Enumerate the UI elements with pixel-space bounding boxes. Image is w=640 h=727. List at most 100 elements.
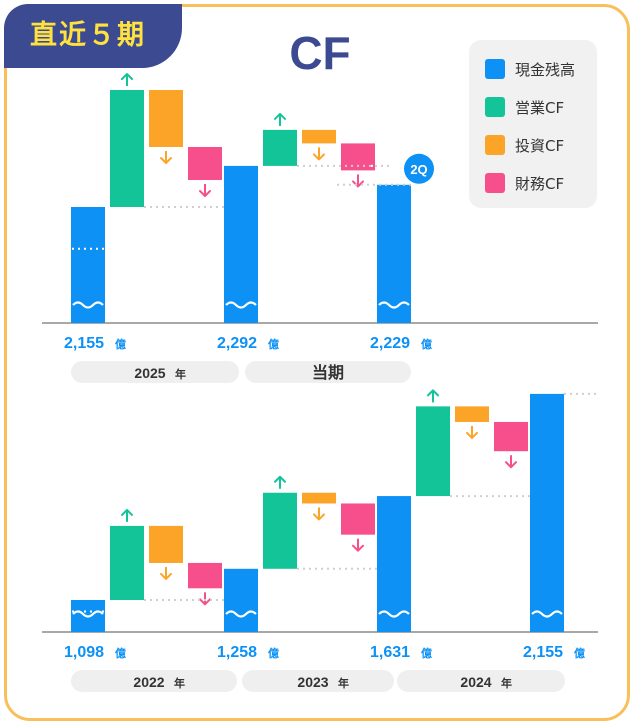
chart2-financing-arrow-1-head	[199, 598, 211, 606]
legend-item-investing: 投資CF	[485, 132, 564, 158]
chart1-investing-arrow-1-head	[160, 157, 172, 164]
chart1-balance-unit-2: 億	[268, 337, 279, 351]
chart1-investing-bar-2	[302, 129, 336, 144]
chart2-operating-arrow-1-head	[121, 508, 133, 516]
chart2-financing-arrow-1	[199, 592, 211, 606]
legend-item-financing: 財務CF	[485, 170, 564, 196]
legend-label-financing: 財務CF	[515, 174, 565, 193]
legend-item-operating: 営業CF	[485, 94, 564, 120]
chart1-period-pill-1	[71, 361, 239, 383]
chart2-investing-arrow-1-head	[160, 572, 172, 580]
legend-swatch-cash	[485, 59, 505, 79]
legend-swatch-investing	[485, 135, 505, 155]
chart1-operating-bar-1	[110, 90, 144, 207]
chart1-period-suffix-1: 年	[175, 367, 186, 381]
chart1-investing-bar-1	[149, 90, 183, 147]
chart1-balance-unit-3: 億	[421, 337, 432, 351]
chart1-operating-arrow-2	[274, 112, 286, 126]
chart1-operating-arrow-1	[121, 73, 133, 86]
legend-item-cash: 現金残高	[485, 56, 575, 82]
chart2-balance-unit-4: 億	[574, 646, 585, 660]
chart2-period-suffix-1: 年	[174, 676, 185, 690]
legend: 現金残高 営業CF 投資CF 財務CF	[469, 40, 597, 208]
chart2-period-pill-3	[397, 670, 565, 692]
chart2-investing-arrow-2-head	[313, 513, 325, 521]
chart1-financing-arrow-2	[352, 174, 364, 188]
chart2-balance-unit-2: 億	[268, 646, 279, 660]
chart1-period-label-2: 当期	[312, 363, 344, 382]
chart1-financing-arrow-2-head	[352, 180, 364, 188]
chart1-operating-arrow-1-head	[121, 73, 133, 80]
legend-swatch-financing	[485, 173, 505, 193]
chart1-cash-break-1	[72, 301, 104, 309]
chart1-cash-bar-2	[224, 165, 258, 323]
chart1-cash-break-2	[225, 301, 257, 309]
chart2-investing-arrow-3-head	[466, 431, 478, 439]
chart2-cash-bar-2	[224, 568, 258, 632]
chart2-cash-break-4	[531, 610, 563, 618]
chart2-cash-bar-4	[530, 393, 564, 632]
chart2-operating-bar-3	[416, 406, 450, 497]
chart1-balance-label-1: 2,155	[64, 335, 104, 352]
chart1-operating-bar-2	[263, 129, 297, 166]
chart1-financing-arrow-1	[199, 184, 211, 197]
chart2-operating-arrow-1	[121, 508, 133, 522]
chart2-period-suffix-2: 年	[338, 676, 349, 690]
chart2-cash-break-3	[378, 610, 410, 618]
chart2-cash-bar-3	[377, 496, 411, 632]
chart2-balance-label-4: 2,155	[523, 644, 563, 661]
chart2-financing-arrow-3	[505, 455, 517, 469]
chart2-balance-unit-3: 億	[421, 646, 432, 660]
chart1-cash-bar-3	[377, 184, 411, 323]
chart2-financing-bar-2	[341, 503, 375, 535]
chart2-balance-label-2: 1,258	[217, 644, 257, 661]
chart2-financing-arrow-3-head	[505, 461, 517, 469]
chart1-financing-arrow-1-head	[199, 190, 211, 197]
legend-label-investing: 投資CF	[515, 136, 565, 155]
chart-title: CF	[289, 27, 351, 79]
chart2-investing-arrow-1	[160, 566, 172, 580]
chart1-period-pill-2	[245, 361, 411, 383]
chart2-period-suffix-3: 年	[501, 676, 512, 690]
chart2-balance-unit-1: 億	[115, 646, 126, 660]
chart2-operating-arrow-2	[274, 475, 286, 489]
chart1-cash-break-3	[378, 301, 410, 309]
chart2-operating-arrow-3	[427, 389, 439, 403]
chart1-cash-bar-1	[71, 207, 105, 323]
chart2-period-label-2: 2023	[297, 674, 328, 690]
chart2-period-pill-2	[242, 670, 394, 692]
chart1-current-badge-label: 2Q	[410, 162, 427, 177]
chart2-operating-arrow-3-head	[427, 389, 439, 397]
legend-label-cash: 現金残高	[515, 60, 576, 79]
chart2-investing-arrow-2	[313, 507, 325, 521]
chart2-operating-bar-2	[263, 492, 297, 569]
legend-label-operating: 営業CF	[515, 98, 565, 117]
chart1-current-badge-circle	[404, 153, 434, 184]
chart2-investing-bar-2	[302, 492, 336, 504]
legend-swatch-operating	[485, 97, 505, 117]
chart2-financing-bar-3	[494, 421, 528, 452]
chart1-investing-arrow-2	[313, 147, 325, 161]
chart1-operating-arrow-2-head	[274, 112, 286, 120]
chart2-financing-bar-1	[188, 562, 222, 589]
chart2-cash-break-2	[225, 610, 257, 618]
chart1-balance-label-3: 2,229	[370, 335, 410, 352]
chart1-balance-unit-1: 億	[115, 337, 126, 351]
chart1-financing-bar-1	[188, 147, 222, 180]
chart2-investing-bar-1	[149, 525, 183, 563]
chart2-period-pill-1	[71, 670, 237, 692]
chart1-investing-arrow-2-head	[313, 153, 325, 161]
chart1-period-label-1: 2025	[134, 365, 165, 381]
chart2-operating-arrow-2-head	[274, 475, 286, 483]
chart2-financing-arrow-2-head	[352, 544, 364, 552]
chart2-operating-bar-1	[110, 525, 144, 600]
period-badge: 直近５期	[4, 4, 182, 68]
chart1-balance-label-2: 2,292	[217, 335, 257, 352]
chart1-investing-arrow-1	[160, 151, 172, 164]
chart2-financing-arrow-2	[352, 538, 364, 552]
chart2-period-label-3: 2024	[460, 674, 491, 690]
chart2-balance-label-3: 1,631	[370, 644, 410, 661]
chart2-investing-arrow-3	[466, 425, 478, 439]
chart2-period-label-1: 2022	[133, 674, 164, 690]
